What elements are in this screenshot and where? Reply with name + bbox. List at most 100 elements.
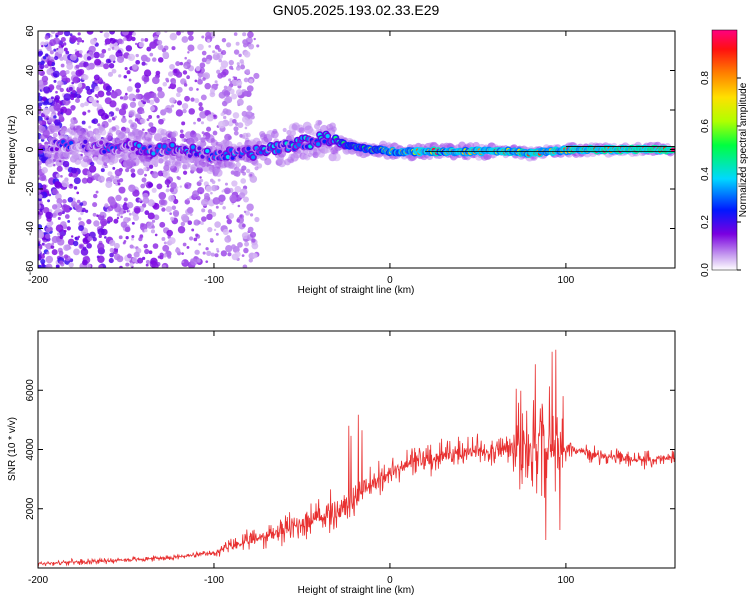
spectrogram-cell bbox=[80, 248, 89, 256]
spectrogram-cell bbox=[120, 215, 123, 219]
spectrogram-cell bbox=[120, 221, 128, 228]
spectrogram-cell bbox=[132, 32, 137, 36]
spectrogram-cell bbox=[83, 74, 89, 80]
spectrogram-cell bbox=[161, 47, 167, 53]
spectrogram-cell bbox=[224, 235, 232, 243]
spectrogram-cell bbox=[63, 47, 68, 52]
spectrogram-cell bbox=[51, 249, 58, 256]
spectrogram-cell bbox=[194, 249, 200, 255]
spectrogram-cell bbox=[207, 226, 213, 233]
spectrogram-cell bbox=[264, 157, 272, 166]
spectrogram-cell bbox=[123, 210, 127, 214]
spectrogram-cell bbox=[86, 56, 92, 61]
spectrogram-cell bbox=[38, 194, 43, 199]
spectrogram-cell bbox=[78, 49, 83, 54]
spectrogram-cell bbox=[105, 58, 111, 64]
spectrogram-cell bbox=[99, 211, 104, 216]
spectrogram-cell bbox=[167, 71, 174, 77]
spectrogram-cell bbox=[44, 233, 51, 239]
spectrogram-cell bbox=[231, 180, 238, 187]
spectrogram-cell bbox=[186, 245, 190, 249]
spectrogram-cell bbox=[76, 42, 80, 45]
spectrogram-cell bbox=[115, 194, 122, 202]
spectrogram-cell bbox=[126, 201, 134, 209]
spectrogram-cell bbox=[163, 108, 168, 113]
spectrogram-cell bbox=[45, 211, 53, 220]
spectrogram-cell bbox=[297, 142, 302, 147]
spectrogram-xtick-label: 0 bbox=[387, 275, 393, 286]
spectrogram-cell bbox=[102, 149, 107, 154]
spectrogram-cell bbox=[225, 154, 230, 160]
spectrogram-cell bbox=[125, 33, 133, 42]
spectrogram-cell bbox=[121, 117, 127, 124]
spectrogram-cell bbox=[49, 34, 53, 38]
spectrogram-cell bbox=[75, 64, 80, 69]
spectrogram-cell bbox=[161, 207, 166, 212]
spectrogram-cell bbox=[176, 100, 182, 106]
spectrogram-cell bbox=[175, 186, 179, 189]
spectrogram-cell bbox=[141, 110, 145, 114]
spectrogram-cell bbox=[41, 242, 45, 246]
spectrogram-cell bbox=[114, 42, 118, 46]
spectrogram-cell bbox=[157, 255, 161, 259]
spectrogram-cell bbox=[51, 235, 59, 244]
spectrogram-cell bbox=[73, 248, 80, 256]
spectrogram-cell bbox=[55, 173, 61, 179]
spectrogram-xtick-label: -100 bbox=[204, 275, 224, 286]
spectrogram-cell bbox=[277, 159, 286, 168]
spectrogram-cell bbox=[118, 235, 123, 240]
snr-ytick-label: 2000 bbox=[25, 497, 36, 520]
spectrogram-cell bbox=[79, 202, 84, 207]
spectrogram-cell bbox=[145, 263, 149, 267]
spectrogram-cell bbox=[146, 99, 151, 104]
spectrogram-cell bbox=[200, 137, 206, 143]
spectrogram-cell bbox=[54, 119, 61, 126]
spectrogram-cell bbox=[180, 221, 186, 227]
spectrogram-cell bbox=[99, 140, 104, 145]
spectrogram-cell bbox=[104, 203, 109, 208]
spectrogram-cell bbox=[97, 109, 105, 117]
spectrogram-cell bbox=[60, 36, 66, 42]
spectrogram-cell bbox=[130, 172, 136, 178]
spectrogram-cell bbox=[157, 57, 164, 63]
spectrogram-cell bbox=[69, 35, 77, 43]
spectrogram-cell bbox=[224, 95, 233, 104]
spectrogram-cell bbox=[97, 123, 101, 127]
spectrogram-cell bbox=[137, 257, 144, 264]
spectrogram-cell bbox=[198, 102, 203, 107]
spectrogram-cell bbox=[117, 182, 121, 186]
spectrogram-cell bbox=[108, 118, 112, 123]
spectrogram-cell bbox=[140, 183, 146, 189]
spectrogram-cell bbox=[38, 241, 41, 245]
spectrogram-cell bbox=[210, 191, 213, 195]
spectrogram-cell bbox=[61, 44, 65, 48]
spectrogram-cell bbox=[242, 39, 248, 45]
spectrogram-cell bbox=[235, 162, 241, 168]
spectrogram-cell bbox=[111, 126, 116, 131]
spectrogram-cell bbox=[134, 42, 138, 46]
spectrogram-cell bbox=[105, 181, 113, 188]
snr-xtick-label: 0 bbox=[387, 575, 393, 586]
spectrogram-cell bbox=[54, 146, 59, 152]
spectrogram-cell bbox=[131, 64, 138, 70]
spectrogram-cell bbox=[164, 161, 169, 167]
spectrogram-cell bbox=[158, 158, 164, 164]
spectrogram-cell bbox=[129, 101, 137, 108]
spectrogram-cell bbox=[127, 209, 131, 213]
spectrogram-cell bbox=[134, 113, 141, 119]
spectrogram-cell bbox=[139, 118, 146, 124]
spectrogram-cell bbox=[220, 112, 225, 117]
spectrogram-cell bbox=[74, 49, 78, 52]
spectrogram-cell bbox=[240, 168, 245, 174]
spectrogram-cell bbox=[196, 88, 199, 91]
colorbar: 0.0 0.2 0.4 0.6 0.8 Normalized spectral ampl… bbox=[700, 29, 749, 277]
spectrogram-cell bbox=[186, 75, 190, 78]
spectrogram-cell bbox=[203, 192, 210, 199]
colorbar-tick-label: 0.2 bbox=[700, 215, 711, 229]
spectrogram-cell bbox=[193, 133, 202, 141]
spectrogram-cell bbox=[116, 149, 121, 155]
spectrogram-cell bbox=[53, 103, 61, 111]
spectrogram-cell bbox=[118, 108, 127, 116]
spectrogram-cell bbox=[206, 250, 212, 257]
spectrogram-cell bbox=[237, 241, 243, 248]
